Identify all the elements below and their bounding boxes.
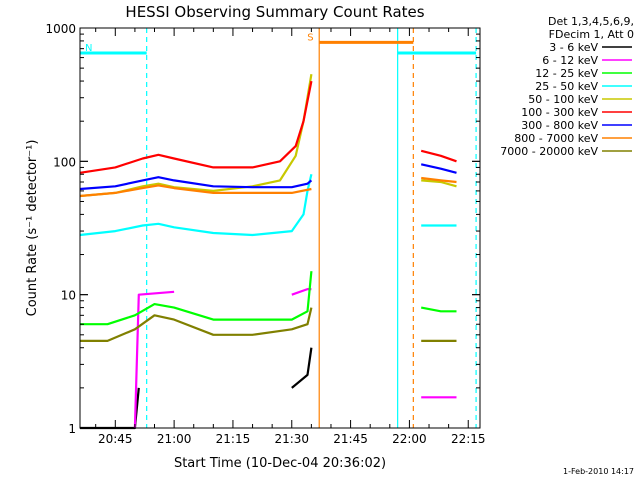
legend: Det 1,3,4,5,6,9, FDecim 1, Att 0 3 - 6 k… bbox=[500, 15, 634, 158]
series-line-3-segment-2 bbox=[420, 306, 457, 313]
series-line-9-segment-1 bbox=[80, 307, 313, 342]
y-axis-label: Count Rate (s⁻¹ detector⁻¹) bbox=[25, 140, 40, 317]
x-tick-label: 22:00 bbox=[392, 432, 427, 446]
plot-frame bbox=[79, 27, 481, 429]
series-line-1-segment-3 bbox=[291, 347, 313, 389]
series-line-8-segment-1 bbox=[79, 184, 312, 198]
footer-timestamp: 1-Feb-2010 14:17 bbox=[563, 467, 634, 476]
series-line-2-segment-2 bbox=[133, 290, 175, 429]
x-tick-label: 21:30 bbox=[274, 432, 309, 446]
x-tick-label: 21:00 bbox=[157, 432, 192, 446]
vertical-markers bbox=[146, 28, 477, 428]
y-tick-label: 1000 bbox=[45, 22, 76, 36]
legend-entry-label-4: 25 - 50 keV bbox=[535, 80, 598, 93]
y-axis-ticks: 1 10 100 1000 bbox=[45, 22, 480, 436]
series-line-1-segment-1 bbox=[80, 387, 140, 430]
y-tick-label: 100 bbox=[53, 155, 76, 169]
series-line-6-segment-2 bbox=[420, 149, 457, 163]
x-tick-label: 21:45 bbox=[333, 432, 368, 446]
flag-label-n: N bbox=[85, 43, 92, 54]
y-tick-label: 10 bbox=[61, 289, 76, 303]
series-line-7-segment-2 bbox=[420, 163, 457, 174]
plot-area: NS 20:45 21:00 21:15 21:30 21:45 22:00 22:15 1… bbox=[45, 22, 485, 446]
series-line-8-segment-2 bbox=[421, 176, 457, 184]
x-axis-label: Start Time (10-Dec-04 20:36:02) bbox=[174, 456, 386, 471]
series-line-3-segment-1 bbox=[80, 271, 313, 326]
series-line-7-segment-1 bbox=[79, 176, 313, 191]
flag-label-s: S bbox=[307, 32, 313, 43]
x-tick-label: 22:15 bbox=[451, 432, 486, 446]
legend-entry-label-9: 7000 - 20000 keV bbox=[500, 145, 598, 158]
legend-entry-label-1: 3 - 6 keV bbox=[549, 41, 598, 54]
legend-header-line-1: Det 1,3,4,5,6,9, bbox=[548, 15, 634, 28]
x-tick-label: 21:15 bbox=[216, 432, 251, 446]
series-lines bbox=[79, 74, 457, 430]
legend-header-line-2: FDecim 1, Att 0 bbox=[549, 28, 634, 41]
x-axis-ticks: 20:45 21:00 21:15 21:30 21:45 22:00 22:15 bbox=[95, 28, 486, 446]
legend-entry-label-6: 100 - 300 keV bbox=[521, 106, 598, 119]
series-line-5-segment-1 bbox=[79, 74, 313, 198]
x-tick-label: 20:45 bbox=[98, 432, 133, 446]
legend-entry-label-5: 50 - 100 keV bbox=[528, 93, 598, 106]
flag-bars: NS bbox=[80, 32, 477, 55]
legend-entry-label-8: 800 - 7000 keV bbox=[514, 132, 598, 145]
legend-entry-label-7: 300 - 800 keV bbox=[521, 119, 598, 132]
legend-entry-label-3: 12 - 25 keV bbox=[535, 67, 598, 80]
series-line-5-segment-2 bbox=[421, 179, 457, 188]
legend-entry-label-2: 6 - 12 keV bbox=[542, 54, 598, 67]
chart-title: HESSI Observing Summary Count Rates bbox=[125, 3, 424, 21]
series-line-4-segment-1 bbox=[79, 174, 313, 237]
series-line-6-segment-1 bbox=[79, 80, 313, 174]
y-tick-label: 1 bbox=[68, 422, 76, 436]
